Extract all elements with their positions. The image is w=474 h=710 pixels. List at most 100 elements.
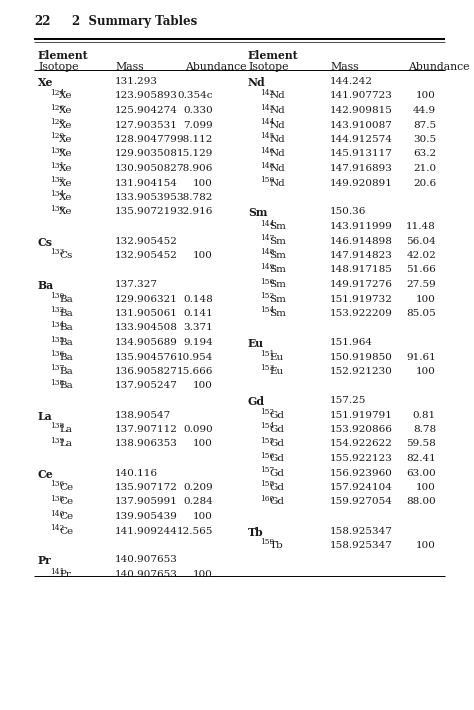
Text: 159.927054: 159.927054 xyxy=(330,498,393,506)
Text: 130: 130 xyxy=(50,147,64,155)
Text: 88.00: 88.00 xyxy=(406,498,436,506)
Text: Xe: Xe xyxy=(59,164,73,173)
Text: Isotope: Isotope xyxy=(248,62,289,72)
Text: 12.565: 12.565 xyxy=(177,527,213,535)
Text: La: La xyxy=(59,425,73,434)
Text: 158.925347: 158.925347 xyxy=(330,527,393,535)
Text: Nd: Nd xyxy=(269,178,285,187)
Text: Xe: Xe xyxy=(59,193,73,202)
Text: 129.906321: 129.906321 xyxy=(115,295,178,303)
Text: Pr: Pr xyxy=(38,555,52,567)
Text: 100: 100 xyxy=(193,381,213,391)
Text: 32.916: 32.916 xyxy=(177,207,213,217)
Text: 144.242: 144.242 xyxy=(330,77,373,86)
Text: Nd: Nd xyxy=(269,92,285,101)
Text: 131.905061: 131.905061 xyxy=(115,309,178,318)
Text: 132: 132 xyxy=(50,307,64,315)
Text: 0.354c: 0.354c xyxy=(177,92,213,101)
Text: 155: 155 xyxy=(260,437,274,445)
Text: 129.903508: 129.903508 xyxy=(115,150,178,158)
Text: 2  Summary Tables: 2 Summary Tables xyxy=(72,15,197,28)
Text: 146.914898: 146.914898 xyxy=(330,236,393,246)
Text: 8.78: 8.78 xyxy=(413,425,436,434)
Text: 149.920891: 149.920891 xyxy=(330,178,393,187)
Text: Ce: Ce xyxy=(59,527,73,535)
Text: Xe: Xe xyxy=(59,92,73,101)
Text: 135.904576: 135.904576 xyxy=(115,352,178,361)
Text: 138: 138 xyxy=(50,422,64,430)
Text: 158.925347: 158.925347 xyxy=(330,541,393,550)
Text: 100: 100 xyxy=(416,92,436,101)
Text: 147.914823: 147.914823 xyxy=(330,251,393,260)
Text: 132.905452: 132.905452 xyxy=(115,251,178,260)
Text: Ce: Ce xyxy=(59,483,73,492)
Text: 148: 148 xyxy=(260,248,274,256)
Text: Abundance: Abundance xyxy=(185,62,246,72)
Text: 140.907653: 140.907653 xyxy=(115,555,178,564)
Text: 51.66: 51.66 xyxy=(406,266,436,275)
Text: 59.58: 59.58 xyxy=(406,439,436,449)
Text: Sm: Sm xyxy=(269,295,286,303)
Text: 126: 126 xyxy=(50,104,64,111)
Text: 153.920866: 153.920866 xyxy=(330,425,393,434)
Text: 130: 130 xyxy=(50,292,64,300)
Text: 85.05: 85.05 xyxy=(406,309,436,318)
Text: Nd: Nd xyxy=(248,77,265,88)
Text: Gd: Gd xyxy=(269,454,284,463)
Text: Xe: Xe xyxy=(59,121,73,129)
Text: 140.116: 140.116 xyxy=(115,469,158,478)
Text: 3.371: 3.371 xyxy=(183,324,213,332)
Text: 63.2: 63.2 xyxy=(413,150,436,158)
Text: 131: 131 xyxy=(50,161,64,170)
Text: 20.6: 20.6 xyxy=(413,178,436,187)
Text: 11.48: 11.48 xyxy=(406,222,436,231)
Text: Ba: Ba xyxy=(59,352,73,361)
Text: 133.905395: 133.905395 xyxy=(115,193,178,202)
Text: 15.129: 15.129 xyxy=(177,150,213,158)
Text: 44.9: 44.9 xyxy=(413,106,436,115)
Text: La: La xyxy=(38,410,53,422)
Text: Cs: Cs xyxy=(59,251,73,260)
Text: 144: 144 xyxy=(260,118,274,126)
Text: 151.919791: 151.919791 xyxy=(330,410,393,420)
Text: 100: 100 xyxy=(416,483,436,492)
Text: 145: 145 xyxy=(260,133,274,141)
Text: 152: 152 xyxy=(260,292,274,300)
Text: 100: 100 xyxy=(416,367,436,376)
Text: 141: 141 xyxy=(50,567,64,576)
Text: 151.919732: 151.919732 xyxy=(330,295,393,303)
Text: 143.911999: 143.911999 xyxy=(330,222,393,231)
Text: 147: 147 xyxy=(260,234,274,242)
Text: 145.913117: 145.913117 xyxy=(330,150,393,158)
Text: 160: 160 xyxy=(260,495,274,503)
Text: 150: 150 xyxy=(260,176,274,184)
Text: 0.284: 0.284 xyxy=(183,498,213,506)
Text: 0.141: 0.141 xyxy=(183,309,213,318)
Text: 127.903531: 127.903531 xyxy=(115,121,178,129)
Text: 100: 100 xyxy=(193,570,213,579)
Text: 140.907653: 140.907653 xyxy=(115,570,178,579)
Text: 138.906353: 138.906353 xyxy=(115,439,178,449)
Text: 137.905991: 137.905991 xyxy=(115,498,178,506)
Text: 144.912574: 144.912574 xyxy=(330,135,393,144)
Text: 151: 151 xyxy=(260,350,274,358)
Text: 0.090: 0.090 xyxy=(183,425,213,434)
Text: Gd: Gd xyxy=(269,498,284,506)
Text: 138: 138 xyxy=(50,379,64,387)
Text: 151.964: 151.964 xyxy=(330,338,373,347)
Text: 154.922622: 154.922622 xyxy=(330,439,393,449)
Text: 136: 136 xyxy=(50,205,64,213)
Text: 87.5: 87.5 xyxy=(413,121,436,129)
Text: Tb: Tb xyxy=(248,527,264,537)
Text: 152.921230: 152.921230 xyxy=(330,367,393,376)
Text: Sm: Sm xyxy=(269,236,286,246)
Text: 136: 136 xyxy=(50,481,64,488)
Text: 132: 132 xyxy=(50,176,64,184)
Text: 144: 144 xyxy=(260,219,274,227)
Text: 0.209: 0.209 xyxy=(183,483,213,492)
Text: 22: 22 xyxy=(34,15,51,28)
Text: 137.327: 137.327 xyxy=(115,280,158,289)
Text: Ba: Ba xyxy=(59,338,73,347)
Text: Sm: Sm xyxy=(269,266,286,275)
Text: Xe: Xe xyxy=(59,207,73,217)
